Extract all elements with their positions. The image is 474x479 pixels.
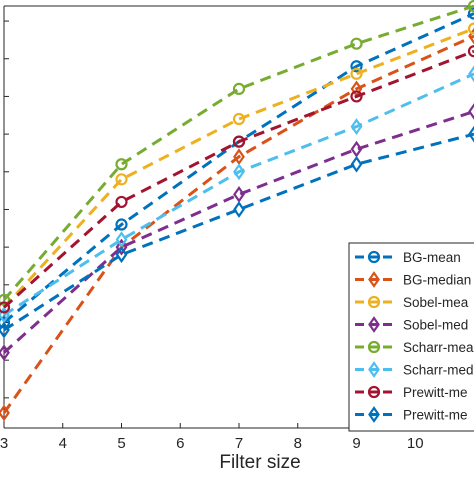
data-point: [350, 118, 363, 135]
data-point: [350, 140, 363, 158]
data-point: [232, 112, 246, 126]
x-tick-label: 4: [59, 435, 67, 452]
series: [0, 45, 474, 314]
data-point: [0, 316, 11, 329]
data-point: [0, 306, 10, 324]
data-point: [0, 293, 11, 306]
data-point: [468, 65, 474, 83]
data-point: [350, 90, 363, 103]
data-point: [468, 125, 474, 143]
data-point: [467, 22, 474, 35]
x-tick-label: 7: [235, 435, 243, 452]
data-point: [367, 385, 381, 399]
x-tick-label: 10: [407, 435, 424, 452]
legend-label: BG-mean: [403, 250, 461, 265]
data-point: [350, 60, 363, 73]
data-point: [367, 340, 381, 354]
data-point: [468, 103, 474, 120]
data-point: [368, 406, 380, 423]
x-tick-label: 3: [0, 435, 8, 452]
legend-label: Scharr-mea: [403, 340, 474, 355]
legend-label: Prewitt-me: [403, 408, 468, 423]
data-point: [368, 361, 380, 378]
series-line: [3, 72, 474, 317]
data-point: [467, 0, 474, 13]
legend-label: BG-median: [403, 273, 471, 288]
series-layer: [0, 0, 474, 422]
series: [0, 27, 474, 422]
legend-label: Scharr-med: [403, 363, 474, 378]
data-point: [468, 27, 474, 45]
series-line: [2, 27, 474, 309]
data-point: [115, 231, 128, 249]
data-point: [115, 218, 128, 231]
series-line: [2, 4, 474, 301]
data-point: [467, 7, 474, 20]
legend-label: Sobel-med: [403, 318, 468, 333]
series: [0, 0, 474, 306]
x-tick-label: 9: [352, 435, 360, 452]
series-line: [2, 49, 474, 309]
x-tick-label: 5: [117, 435, 125, 452]
series-line: [2, 110, 474, 354]
legend-entry: Sobel-med: [355, 316, 468, 333]
data-point: [0, 301, 11, 314]
data-point: [350, 37, 363, 50]
data-point: [367, 295, 381, 309]
data-point: [115, 158, 128, 171]
data-point: [350, 155, 363, 173]
series: [0, 103, 474, 362]
legend-label: Prewitt-me: [403, 385, 468, 400]
x-axis-label: Filter size: [219, 452, 300, 473]
data-point: [350, 67, 363, 80]
legend-entry: Prewitt-me: [355, 406, 468, 423]
x-tick-label: 6: [176, 435, 184, 452]
series-line: [2, 34, 474, 414]
x-tick-label: 8: [294, 435, 302, 452]
data-point: [233, 148, 245, 166]
legend: BG-mean BG-median Sobel-mea Sobel-med Scharr…: [348, 242, 474, 432]
legend-box: [348, 242, 474, 432]
legend-entry: BG-median: [355, 271, 471, 288]
data-point: [368, 271, 380, 288]
legend-entry: Scharr-mea: [355, 340, 474, 355]
data-point: [367, 250, 381, 264]
data-point: [233, 163, 245, 181]
data-point: [0, 344, 10, 362]
legend-entry: Sobel-mea: [355, 295, 469, 310]
legend-entry: Prewitt-me: [355, 385, 468, 400]
data-point: [115, 195, 128, 209]
data-point: [0, 404, 10, 422]
series: [0, 125, 474, 339]
data-point: [233, 185, 245, 203]
series: [0, 65, 474, 324]
data-point: [115, 246, 128, 264]
data-point: [115, 173, 128, 186]
data-point: [467, 45, 474, 58]
legend-entry: Scharr-med: [355, 361, 474, 378]
data-point: [368, 316, 380, 333]
data-point: [233, 201, 245, 218]
series-line: [3, 132, 474, 332]
data-point: [232, 135, 246, 148]
data-point: [115, 238, 128, 256]
legend-entry: BG-mean: [355, 250, 461, 265]
legend-label: Sobel-mea: [403, 295, 469, 310]
data-point: [232, 82, 246, 95]
data-point: [0, 321, 10, 339]
